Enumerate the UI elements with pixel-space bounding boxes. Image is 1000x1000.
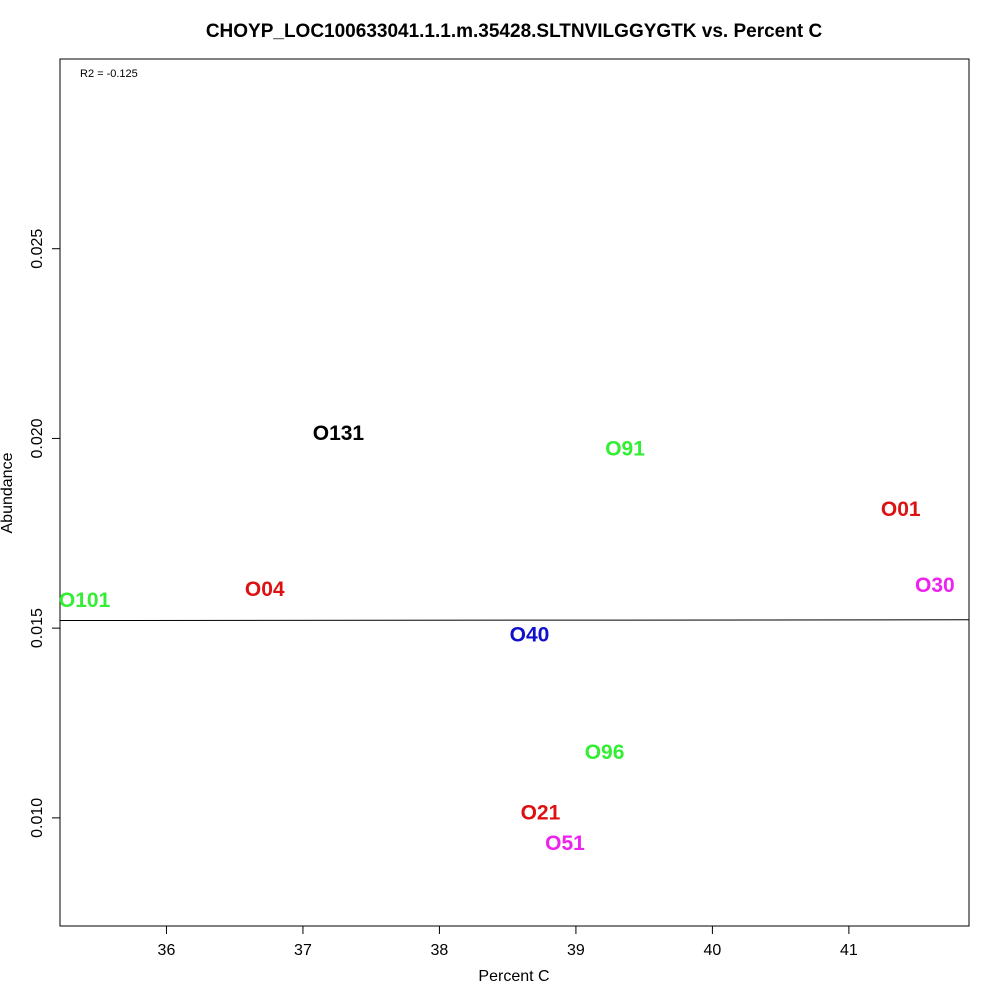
point-o04: O04 xyxy=(245,578,285,601)
point-o01: O01 xyxy=(881,498,921,521)
y-tick-label: 0.020 xyxy=(29,418,46,458)
x-axis: 36 37 38 39 40 41 xyxy=(158,925,858,959)
regression-line xyxy=(59,619,970,622)
point-o101: O101 xyxy=(59,589,111,612)
x-tick-label: 39 xyxy=(567,942,585,959)
x-tick-label: 36 xyxy=(158,942,176,959)
point-o51: O51 xyxy=(545,832,585,855)
point-o40: O40 xyxy=(510,623,550,646)
y-axis-label: Abundance xyxy=(0,452,16,533)
y-tick-label: 0.015 xyxy=(29,608,46,648)
point-o131: O131 xyxy=(313,422,365,445)
r2-annotation: R2 = -0.125 xyxy=(80,68,138,80)
x-tick-label: 37 xyxy=(294,942,312,959)
x-tick-label: 41 xyxy=(840,942,858,959)
y-tick-label: 0.025 xyxy=(29,229,46,269)
data-points: O131 O91 O01 O30 O04 O101 O40 O96 O21 O51 xyxy=(59,422,955,855)
point-o30: O30 xyxy=(915,574,955,597)
x-axis-label: Percent C xyxy=(478,968,549,985)
plot-frame xyxy=(59,58,970,927)
chart-title: CHOYP_LOC100633041.1.1.m.35428.SLTNVILGG… xyxy=(206,21,823,42)
y-tick-label: 0.010 xyxy=(29,798,46,838)
y-axis: 0.010 0.015 0.020 0.025 xyxy=(29,229,61,838)
x-tick-label: 38 xyxy=(431,942,449,959)
point-o91: O91 xyxy=(605,437,645,460)
x-tick-label: 40 xyxy=(704,942,722,959)
point-o96: O96 xyxy=(585,741,625,764)
point-o21: O21 xyxy=(521,802,561,825)
